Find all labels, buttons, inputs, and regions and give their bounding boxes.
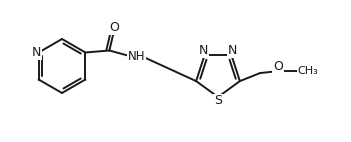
- Text: N: N: [32, 46, 41, 59]
- Text: N: N: [199, 44, 208, 57]
- Text: N: N: [228, 44, 237, 57]
- Text: S: S: [214, 94, 222, 107]
- Text: NH: NH: [128, 50, 145, 63]
- Text: O: O: [110, 21, 119, 34]
- Text: CH₃: CH₃: [298, 66, 318, 76]
- Text: O: O: [273, 60, 283, 73]
